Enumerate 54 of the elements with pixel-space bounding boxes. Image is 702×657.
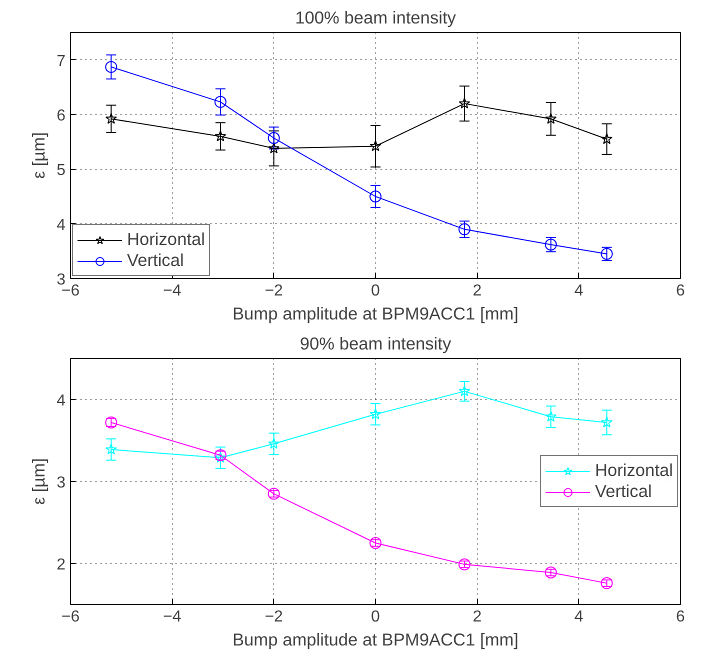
x-tick-label: −4 bbox=[163, 282, 182, 300]
x-tick-label: 6 bbox=[676, 608, 686, 626]
point bbox=[458, 385, 470, 396]
point bbox=[370, 140, 382, 152]
y-tick-label: 7 bbox=[56, 52, 66, 70]
y-tick-label: 4 bbox=[56, 392, 66, 410]
y-tick-label: 6 bbox=[56, 108, 66, 124]
y-tick-label: 3 bbox=[56, 474, 66, 492]
point bbox=[601, 133, 613, 144]
x-tick-label: −2 bbox=[264, 608, 284, 626]
point bbox=[268, 132, 280, 144]
point bbox=[601, 416, 613, 428]
x-tick-label: 6 bbox=[676, 282, 686, 300]
point bbox=[268, 142, 280, 154]
point bbox=[105, 60, 118, 73]
x-tick-label: −2 bbox=[264, 282, 284, 300]
x-tick-label: 4 bbox=[574, 608, 584, 626]
x-tick-label: 0 bbox=[371, 282, 380, 300]
point bbox=[268, 438, 280, 449]
point bbox=[105, 444, 117, 454]
chart-title: 90% beam intensity bbox=[300, 334, 452, 354]
x-tick-label: −4 bbox=[163, 608, 182, 626]
x-tick-label: 0 bbox=[371, 608, 380, 626]
x-tick-label: 2 bbox=[472, 608, 482, 626]
y-tick-label: 5 bbox=[56, 162, 66, 180]
point bbox=[458, 558, 470, 570]
point bbox=[545, 112, 557, 124]
point bbox=[458, 223, 470, 236]
x-tick-label: 2 bbox=[472, 282, 482, 300]
point bbox=[268, 488, 280, 500]
chart-title: 100% beam intensity bbox=[295, 8, 456, 28]
y-axis-title: ε [µm] bbox=[28, 458, 49, 505]
point bbox=[105, 112, 117, 124]
point bbox=[214, 96, 226, 108]
point bbox=[370, 408, 382, 420]
x-axis-title: Bump amplitude at BPM9ACC1 [mm] bbox=[232, 304, 519, 324]
point bbox=[600, 577, 613, 590]
point bbox=[544, 566, 557, 579]
y-tick-label: 3 bbox=[56, 272, 66, 288]
x-axis-title: Bump amplitude at BPM9ACC1 [mm] bbox=[232, 630, 519, 650]
point bbox=[214, 130, 226, 142]
x-tick-label: −6 bbox=[61, 608, 80, 626]
y-tick-label: 2 bbox=[56, 556, 66, 574]
legend-label: Vertical bbox=[594, 481, 652, 502]
legend-label: Horizontal bbox=[127, 229, 206, 250]
legend-label: Vertical bbox=[127, 250, 184, 271]
point bbox=[370, 190, 382, 202]
point bbox=[458, 98, 470, 109]
point bbox=[214, 452, 226, 463]
y-tick-label: 4 bbox=[56, 216, 66, 234]
point bbox=[545, 410, 557, 422]
legend-label: Horizontal bbox=[594, 460, 673, 481]
x-tick-label: 4 bbox=[574, 282, 584, 300]
y-axis-title: ε [µm] bbox=[28, 132, 49, 179]
